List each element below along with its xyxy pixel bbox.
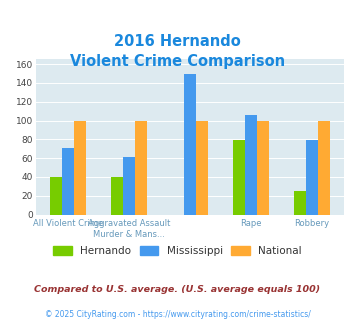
Bar	[50, 177, 62, 215]
Bar	[294, 191, 306, 214]
Bar	[196, 120, 208, 214]
Bar	[233, 140, 245, 214]
Bar	[62, 148, 74, 214]
Bar	[318, 120, 330, 214]
Bar	[123, 157, 135, 214]
Bar	[74, 120, 86, 214]
Bar	[245, 115, 257, 214]
Legend: Hernando, Mississippi, National: Hernando, Mississippi, National	[49, 242, 306, 260]
Bar	[110, 177, 123, 215]
Text: 2016 Hernando: 2016 Hernando	[114, 34, 241, 49]
Bar	[306, 140, 318, 214]
Text: Compared to U.S. average. (U.S. average equals 100): Compared to U.S. average. (U.S. average …	[34, 285, 321, 294]
Bar	[257, 120, 269, 214]
Text: © 2025 CityRating.com - https://www.cityrating.com/crime-statistics/: © 2025 CityRating.com - https://www.city…	[45, 310, 310, 319]
Bar	[184, 74, 196, 215]
Bar	[135, 120, 147, 214]
Text: Violent Crime Comparison: Violent Crime Comparison	[70, 54, 285, 69]
